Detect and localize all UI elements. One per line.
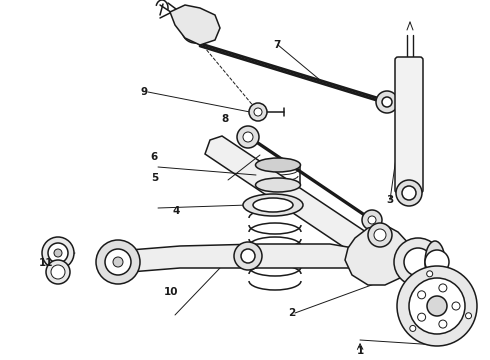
Circle shape (362, 210, 382, 230)
Text: 9: 9 (141, 87, 148, 97)
Ellipse shape (425, 241, 445, 283)
Circle shape (188, 23, 202, 37)
Circle shape (439, 284, 447, 292)
Circle shape (417, 313, 426, 321)
Text: 2: 2 (288, 308, 295, 318)
Circle shape (249, 103, 267, 121)
FancyBboxPatch shape (395, 57, 423, 193)
Circle shape (105, 249, 131, 275)
Text: 6: 6 (151, 152, 158, 162)
Circle shape (466, 313, 471, 319)
Circle shape (54, 249, 62, 257)
Circle shape (241, 249, 255, 263)
Text: 3: 3 (386, 195, 393, 205)
Text: 11: 11 (39, 258, 54, 268)
Circle shape (409, 278, 465, 334)
Circle shape (374, 229, 386, 241)
Circle shape (397, 266, 477, 346)
Text: 7: 7 (273, 40, 281, 50)
Circle shape (427, 271, 433, 277)
Circle shape (376, 91, 398, 113)
Circle shape (96, 240, 140, 284)
Circle shape (402, 186, 416, 200)
Circle shape (113, 257, 123, 267)
Text: 5: 5 (151, 173, 158, 183)
Polygon shape (205, 136, 390, 268)
Polygon shape (170, 5, 220, 45)
Circle shape (425, 250, 449, 274)
Polygon shape (345, 225, 410, 285)
Circle shape (46, 260, 70, 284)
Circle shape (452, 302, 460, 310)
Circle shape (427, 296, 447, 316)
Circle shape (243, 132, 253, 142)
Circle shape (234, 242, 262, 270)
Ellipse shape (255, 158, 300, 172)
Text: 10: 10 (164, 287, 179, 297)
Text: 8: 8 (222, 114, 229, 124)
Circle shape (439, 320, 447, 328)
Circle shape (368, 223, 392, 247)
Ellipse shape (255, 178, 300, 192)
Circle shape (368, 216, 376, 224)
Circle shape (254, 108, 262, 116)
Text: 1: 1 (357, 346, 364, 356)
Circle shape (394, 238, 442, 286)
Circle shape (182, 17, 208, 43)
Ellipse shape (243, 194, 303, 216)
Circle shape (382, 97, 392, 107)
Text: 4: 4 (172, 206, 180, 216)
Circle shape (42, 237, 74, 269)
Circle shape (396, 180, 422, 206)
Circle shape (51, 265, 65, 279)
Circle shape (404, 248, 432, 276)
Ellipse shape (253, 198, 293, 212)
Polygon shape (115, 244, 370, 272)
Circle shape (48, 243, 68, 263)
Circle shape (237, 126, 259, 148)
Circle shape (417, 291, 426, 299)
Circle shape (192, 27, 198, 33)
Circle shape (410, 325, 416, 332)
